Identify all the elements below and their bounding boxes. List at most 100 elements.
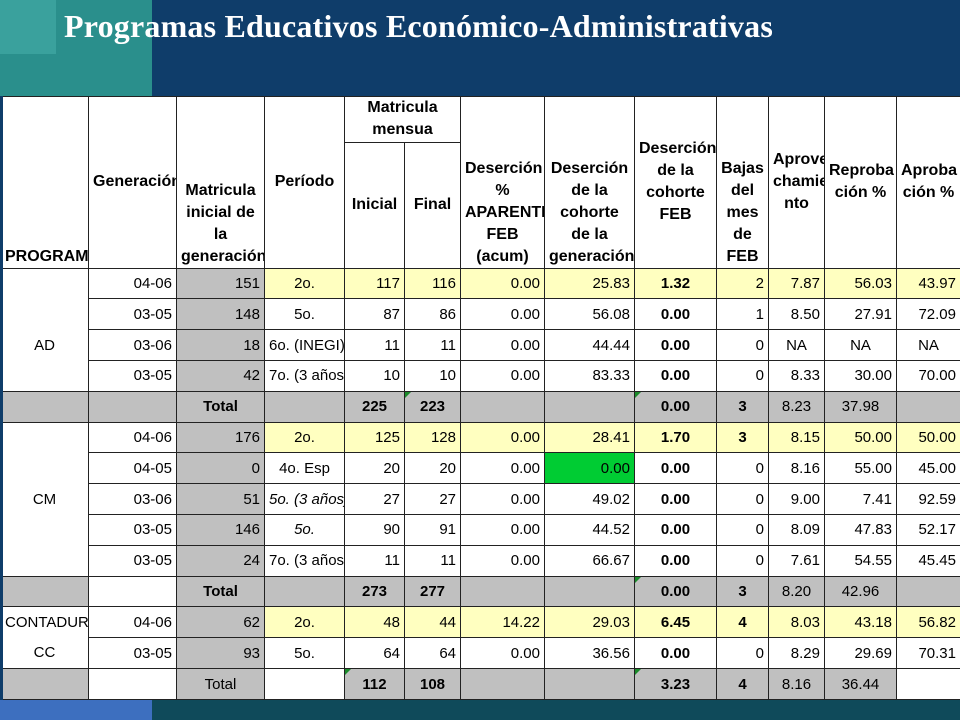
total-empty-cell xyxy=(896,668,960,700)
table-row: 04-06 151 2o. 117 116 0.00 25.83 1.32 2 … xyxy=(0,267,960,300)
left-edge-band xyxy=(0,96,3,700)
desercion-cohorte-gen-cell: 49.02 xyxy=(544,483,635,516)
desercion-cohorte-feb-cell: 0.00 xyxy=(634,359,717,392)
generacion-cell: 04-06 xyxy=(88,421,177,454)
inicial-cell: 10 xyxy=(344,359,405,392)
total-inicial-cell: 112 xyxy=(344,668,405,700)
programa-cell: CONTADURIA xyxy=(0,606,89,638)
reprobacion-cell: 55.00 xyxy=(824,452,897,485)
matricula-cell: 18 xyxy=(176,329,265,361)
periodo-cell xyxy=(264,575,345,608)
total-empty-cell xyxy=(544,390,635,423)
desercion-cohorte-feb-cell: 0.00 xyxy=(634,452,717,485)
desercion-aparente-cell: 0.00 xyxy=(460,452,545,485)
programa-cell: CM xyxy=(0,483,89,515)
final-cell: 86 xyxy=(404,298,461,331)
aprobacion-cell: 45.00 xyxy=(896,452,960,485)
periodo-cell: 2o. xyxy=(264,267,345,300)
final-cell: 20 xyxy=(404,452,461,485)
total-empty-cell xyxy=(460,575,545,608)
programa-cell: CC xyxy=(0,637,89,669)
programa-cell xyxy=(0,298,89,330)
total-label: Total xyxy=(176,575,265,608)
generacion-cell: 03-06 xyxy=(88,329,177,361)
reprobacion-cell: 30.00 xyxy=(824,359,897,392)
final-cell: 116 xyxy=(404,267,461,300)
periodo-cell xyxy=(264,668,345,700)
generacion-cell xyxy=(88,390,177,423)
table-row: CM 03-06 51 5o. (3 años) 27 27 0.00 49.0… xyxy=(0,483,960,516)
col-header-matricula-inicial: Matricula inicial de la generación xyxy=(176,96,265,269)
col-header-bajas: Bajas del mes de FEB xyxy=(716,96,769,269)
programa-cell xyxy=(0,422,89,453)
total-reprobacion-cell: 37.98 xyxy=(824,390,897,423)
col-header-desercion-cohorte-feb: Deserción de la cohorte FEB xyxy=(634,96,717,269)
desercion-aparente-cell: 0.00 xyxy=(460,514,545,546)
inicial-cell: 117 xyxy=(344,267,405,300)
desercion-cohorte-gen-cell: 83.33 xyxy=(544,359,635,392)
generacion-cell: 03-06 xyxy=(88,483,177,516)
desercion-aparente-cell: 0.00 xyxy=(460,637,545,670)
table-row: 04-05 0 4o. Esp 20 20 0.00 0.00 0.00 0 8… xyxy=(0,452,960,485)
total-empty-cell xyxy=(544,575,635,608)
col-header-matricula-mensual: Matricula mensua xyxy=(344,95,461,144)
desercion-cohorte-gen-cell: 36.56 xyxy=(544,637,635,670)
total-empty-cell xyxy=(460,390,545,423)
total-reprobacion-cell: 42.96 xyxy=(824,575,897,608)
desercion-cohorte-gen-cell: 66.67 xyxy=(544,544,635,577)
generacion-cell: 03-05 xyxy=(88,514,177,546)
col-header-aprovechamiento: Aprove chamie nto xyxy=(768,96,825,269)
bajas-cell: 0 xyxy=(716,452,769,485)
periodo-cell: 2o. xyxy=(264,421,345,454)
footer-accent xyxy=(0,700,152,720)
header-row-1: PROGRAMA Generación Matricula inicial de… xyxy=(0,95,960,269)
aprobacion-cell: 43.97 xyxy=(896,267,960,300)
desercion-cohorte-feb-cell: 0.00 xyxy=(634,544,717,577)
header-row-2: Inicial Final xyxy=(1,142,960,269)
programa-cell xyxy=(0,545,89,577)
desercion-aparente-cell: 0.00 xyxy=(460,544,545,577)
inicial-cell: 11 xyxy=(344,329,405,361)
table-row: 03-05 24 7o. (3 años) 11 11 0.00 66.67 0… xyxy=(0,544,960,577)
periodo-cell xyxy=(264,390,345,423)
total-reprobacion-cell: 36.44 xyxy=(824,668,897,700)
matricula-cell: 62 xyxy=(176,606,265,639)
aprobacion-cell: 70.31 xyxy=(896,637,960,670)
bajas-cell: 0 xyxy=(716,483,769,516)
final-cell: 44 xyxy=(404,606,461,639)
total-empty-cell xyxy=(544,668,635,700)
total-row: Total 273 277 0.00 3 8.20 42.96 xyxy=(0,575,960,608)
total-final-cell: 223 xyxy=(404,390,461,423)
bajas-cell: 1 xyxy=(716,298,769,331)
generacion-cell: 03-05 xyxy=(88,637,177,670)
desercion-cohorte-feb-cell: 0.00 xyxy=(634,298,717,331)
bajas-cell: 0 xyxy=(716,329,769,361)
aprovechamiento-cell: 9.00 xyxy=(768,483,825,516)
aprovechamiento-cell: 8.29 xyxy=(768,637,825,670)
table-row: 03-05 148 5o. 87 86 0.00 56.08 0.00 1 8.… xyxy=(0,298,960,331)
final-cell: 27 xyxy=(404,483,461,516)
aprovechamiento-cell: 8.50 xyxy=(768,298,825,331)
total-label: Total xyxy=(176,668,265,700)
desercion-cohorte-gen-cell: 56.08 xyxy=(544,298,635,331)
desercion-aparente-cell: 0.00 xyxy=(460,421,545,454)
periodo-cell: 6o. (INEGI) xyxy=(264,329,345,361)
bajas-cell: 0 xyxy=(716,359,769,392)
desercion-cohorte-gen-cell: 0.00 xyxy=(544,452,635,485)
matricula-cell: 42 xyxy=(176,359,265,392)
desercion-cohorte-feb-cell: 6.45 xyxy=(634,606,717,639)
final-cell: 91 xyxy=(404,514,461,546)
col-header-generacion: Generación xyxy=(88,96,177,269)
desercion-cohorte-gen-cell: 28.41 xyxy=(544,421,635,454)
periodo-cell: 5o. (3 años) xyxy=(264,483,345,516)
aprovechamiento-cell: 8.16 xyxy=(768,452,825,485)
desercion-aparente-cell: 0.00 xyxy=(460,483,545,516)
desercion-cohorte-feb-cell: 0.00 xyxy=(634,637,717,670)
matricula-cell: 146 xyxy=(176,514,265,546)
periodo-cell: 5o. xyxy=(264,514,345,546)
total-label: Total xyxy=(176,390,265,423)
desercion-cohorte-gen-cell: 44.44 xyxy=(544,329,635,361)
col-header-aprobacion: Aproba ción % xyxy=(896,96,960,269)
inicial-cell: 125 xyxy=(344,421,405,454)
total-bajas-cell: 3 xyxy=(716,575,769,608)
